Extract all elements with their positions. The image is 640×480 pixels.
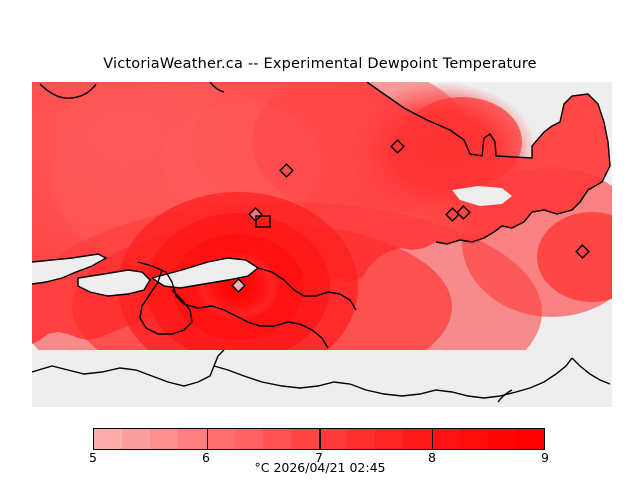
water-strait [152,258,258,288]
station-marker-2[interactable] [390,139,405,154]
colorbar-band-4 [206,429,235,449]
dewpoint-contour-map [32,82,612,407]
colorbar-ticks [94,429,544,449]
colorbar-band-10 [375,429,404,449]
station-markers[interactable] [231,139,590,293]
colorbar-band-13 [459,429,488,449]
colorbar-band-14 [487,429,516,449]
station-marker-7[interactable] [231,278,246,293]
colorbar-label-8: 8 [428,450,436,465]
colorbar-band-1 [122,429,151,449]
water-inlet-sw [32,254,106,284]
contour-band-8 [537,212,612,302]
colorbar-tick-8 [431,429,433,449]
colorbar-tick-7 [319,429,321,449]
colorbar-band-6 [262,429,291,449]
colorbar-gradient [94,429,544,449]
station-marker-3[interactable] [248,207,263,222]
colorbar-band-12 [431,429,460,449]
station-marker-1[interactable] [279,163,294,178]
water-inlet-central [78,270,150,296]
colorbar-label-5: 5 [89,450,97,465]
station-box-marker[interactable] [255,215,271,228]
colorbar-tick-6 [206,429,208,449]
station-marker-5[interactable] [456,205,471,220]
colorbar[interactable] [93,428,545,450]
colorbar-band-15 [515,429,544,449]
station-marker-4[interactable] [445,207,460,222]
colorbar-caption: °C 2026/04/21 02:45 [254,460,386,475]
colorbar-band-9 [347,429,376,449]
colorbar-label-9: 9 [541,450,549,465]
colorbar-band-0 [94,429,123,449]
colorbar-band-7 [290,429,319,449]
map-panel[interactable] [32,82,612,407]
colorbar-label-7: 7 [315,450,323,465]
station-marker-6[interactable] [575,244,590,259]
colorbar-band-5 [234,429,263,449]
colorbar-band-8 [319,429,348,449]
contour-band-7p5 [402,97,522,187]
colorbar-band-3 [178,429,207,449]
water-bay-ne [452,186,512,206]
page-title: VictoriaWeather.ca -- Experimental Dewpo… [103,56,537,72]
colorbar-band-2 [150,429,179,449]
coastline-outlines [32,82,611,403]
colorbar-label-6: 6 [202,450,210,465]
colorbar-band-11 [403,429,432,449]
